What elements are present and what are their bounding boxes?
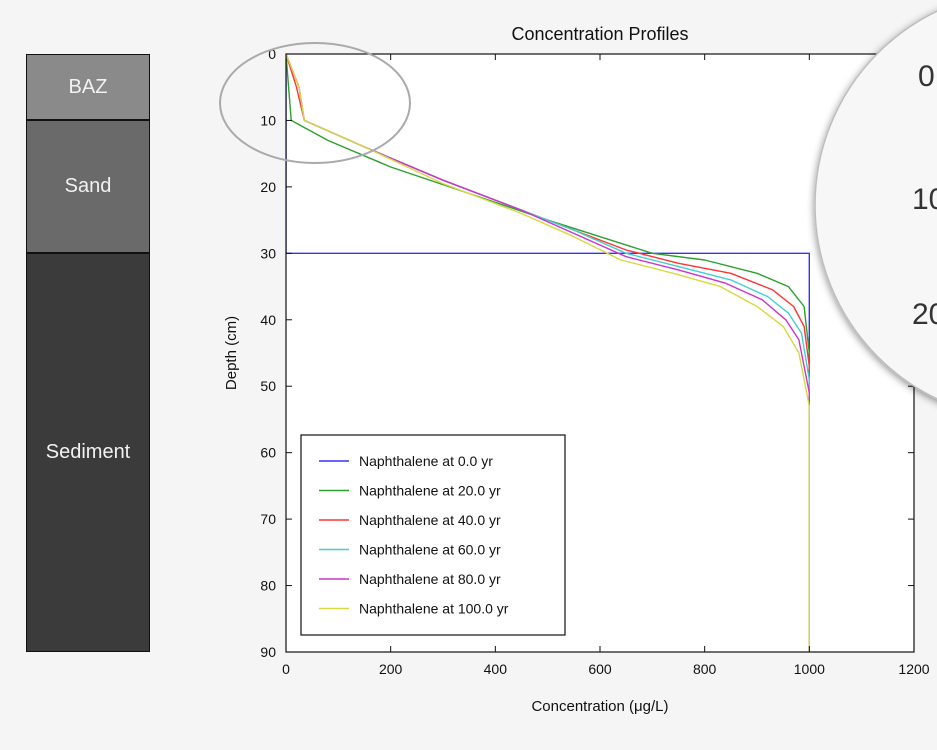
x-tick-label: 800	[693, 661, 717, 677]
axis-ticks: 0 200 400 600 800 1000 1200 0 10 20 30 40 50 60 70 80 90	[260, 46, 929, 677]
x-axis-label: Concentration (μg/L)	[531, 698, 668, 715]
y-tick-label: 0	[268, 46, 276, 62]
legend-entry: Naphthalene at 40.0 yr	[359, 512, 501, 528]
x-tick-label: 0	[282, 661, 290, 677]
x-tick-label: 600	[588, 661, 612, 677]
legend-entry: Naphthalene at 80.0 yr	[359, 571, 501, 587]
x-tick-label: 1200	[898, 661, 929, 677]
y-tick-label: 30	[260, 245, 276, 261]
y-tick-label: 60	[260, 445, 276, 461]
zoom-inset-tick-10: 10	[912, 183, 937, 216]
layer-baz: BAZ	[26, 54, 150, 121]
x-tick-label: 200	[379, 661, 403, 677]
x-tick-label: 400	[484, 661, 508, 677]
zoom-highlight-ellipse	[219, 42, 411, 164]
zoom-inset: 0 10 20	[814, 10, 937, 400]
y-tick-label: 80	[260, 578, 276, 594]
y-tick-label: 20	[260, 179, 276, 195]
legend-entry: Naphthalene at 60.0 yr	[359, 542, 501, 558]
y-tick-label: 50	[260, 378, 276, 394]
layer-label: Sand	[64, 175, 112, 198]
y-axis-label: Depth (cm)	[223, 316, 240, 390]
y-tick-label: 90	[260, 644, 276, 660]
series-line-5	[286, 54, 810, 652]
legend: Naphthalene at 0.0 yr Naphthalene at 20.0…	[300, 434, 566, 636]
layer-label: Sediment	[45, 441, 131, 464]
legend-entry: Naphthalene at 20.0 yr	[359, 483, 501, 499]
legend-entry: Naphthalene at 0.0 yr	[359, 453, 493, 469]
zoom-inset-circle	[814, 10, 937, 400]
chart-title: Concentration Profiles	[511, 24, 688, 44]
zoom-inset-tick-0: 0	[918, 60, 935, 93]
layer-label: BAZ	[68, 75, 108, 98]
y-tick-label: 70	[260, 511, 276, 527]
y-tick-label: 40	[260, 312, 276, 328]
legend-entry: Naphthalene at 100.0 yr	[359, 601, 509, 617]
zoom-inset-tick-20: 20	[912, 298, 937, 331]
series-line-1	[286, 54, 810, 652]
layer-sediment: Sediment	[26, 253, 150, 652]
layer-sand: Sand	[26, 120, 150, 254]
legend-box	[300, 434, 566, 636]
y-tick-label: 10	[260, 112, 276, 128]
layer-column: BAZ Sand Sediment	[26, 54, 152, 652]
series-group	[286, 54, 810, 652]
x-tick-label: 1000	[794, 661, 825, 677]
